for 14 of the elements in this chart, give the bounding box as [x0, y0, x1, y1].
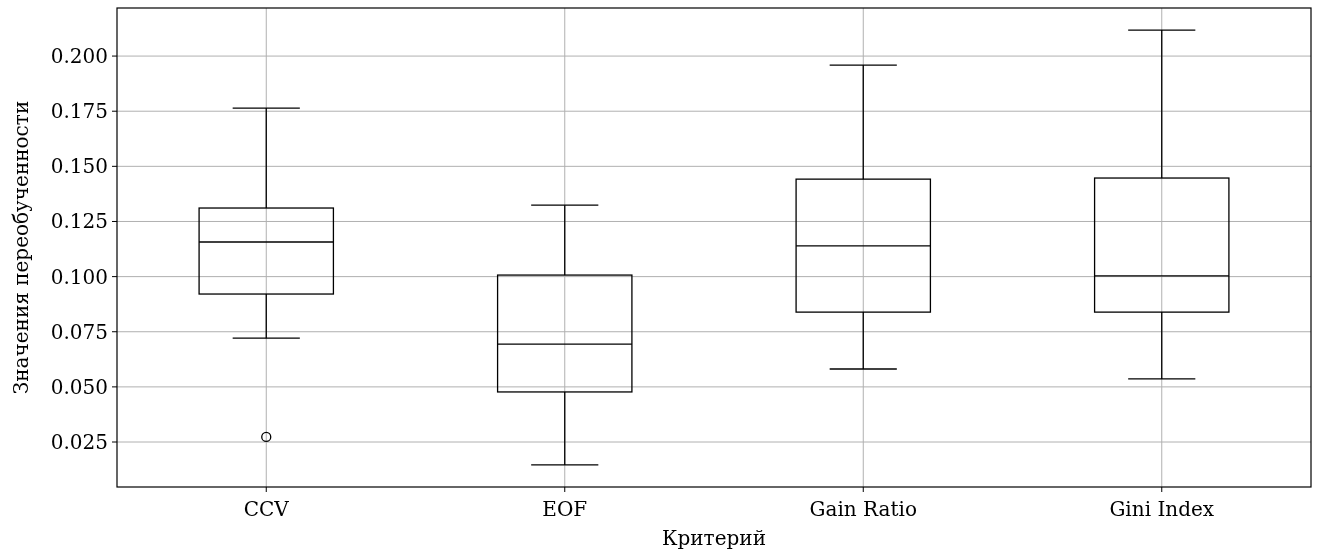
y-tick-label: 0.150	[50, 154, 108, 179]
y-tick-label: 0.075	[50, 319, 108, 344]
x-tick-label: EOF	[542, 497, 588, 521]
y-axis-title: Значения переобученности	[9, 100, 33, 395]
y-tick-label: 0.025	[50, 430, 108, 455]
y-tick-label: 0.200	[50, 44, 108, 69]
y-tick-label: 0.125	[50, 209, 108, 234]
x-axis-title: Критерий	[662, 526, 766, 550]
y-tick-label: 0.175	[50, 99, 108, 124]
x-tick-label: Gini Index	[1109, 497, 1215, 521]
x-tick-label: Gain Ratio	[809, 497, 917, 521]
y-tick-label: 0.100	[50, 264, 108, 289]
y-tick-label: 0.050	[50, 374, 108, 399]
x-tick-label: CCV	[243, 497, 290, 521]
